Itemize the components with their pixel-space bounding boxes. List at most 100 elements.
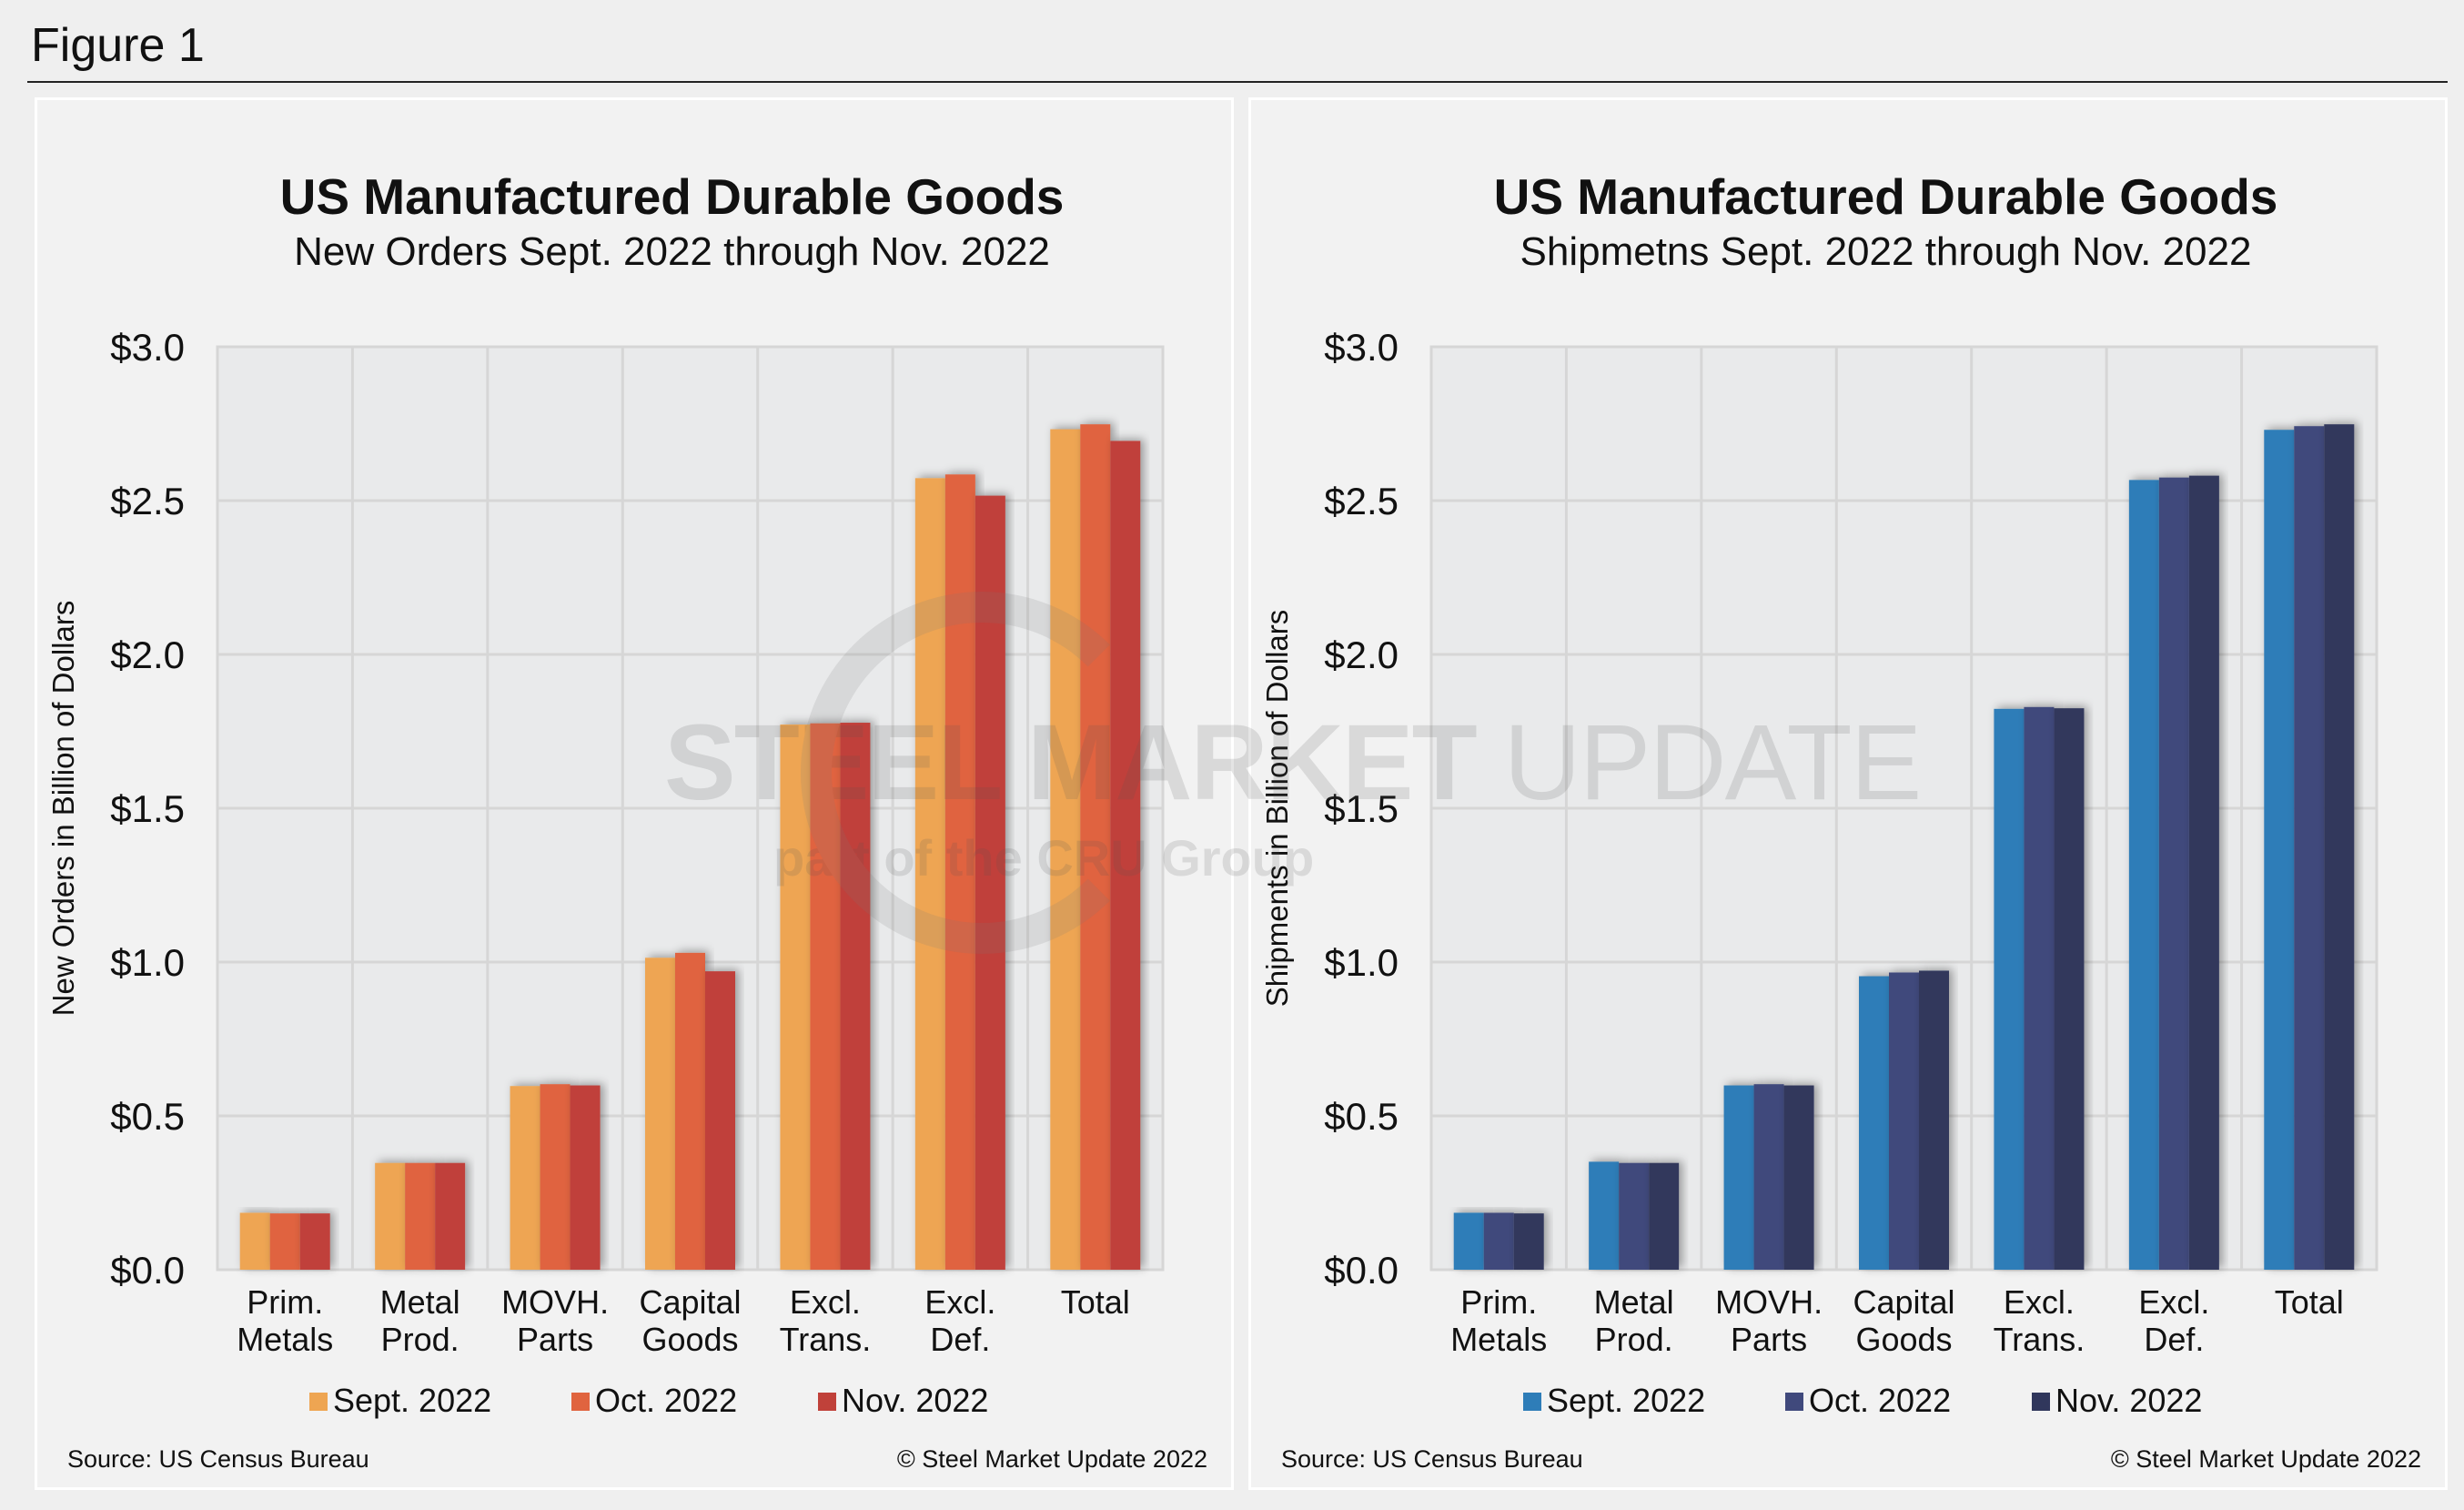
bar-oct-2022-2 (1753, 1084, 1784, 1270)
x-tick-label: Parts (517, 1321, 593, 1358)
y-tick-label: $3.0 (1324, 326, 1399, 369)
bar-sept-2022-3 (1859, 976, 1889, 1270)
y-tick-label: $0.0 (1324, 1249, 1399, 1292)
x-tick-label: Prim. (1460, 1283, 1537, 1321)
chart-title: US Manufactured Durable Goods (280, 168, 1065, 225)
bar-nov-2022-0 (1513, 1213, 1544, 1270)
bar-nov-2022-6 (1110, 441, 1141, 1271)
bar-sept-2022-6 (2264, 430, 2295, 1270)
source-note: Source: US Census Bureau (1281, 1445, 1583, 1473)
y-tick-label: $1.5 (1324, 787, 1399, 830)
chart-subtitle: Shipmetns Sept. 2022 through Nov. 2022 (1520, 229, 2252, 274)
bar-sept-2022-1 (1589, 1161, 1620, 1270)
bar-nov-2022-1 (1649, 1162, 1680, 1270)
legend-label: Nov. 2022 (842, 1382, 988, 1419)
bar-sept-2022-6 (1050, 429, 1081, 1271)
x-tick-label: Metals (1450, 1321, 1547, 1358)
bar-nov-2022-5 (974, 495, 1005, 1270)
x-tick-label: Goods (1855, 1321, 1952, 1358)
y-tick-label: $0.5 (1324, 1095, 1399, 1138)
bar-nov-2022-2 (570, 1085, 601, 1270)
legend-swatch (1785, 1393, 1803, 1411)
x-tick-label: Total (1061, 1283, 1130, 1321)
legend-label: Oct. 2022 (1809, 1382, 1951, 1419)
x-tick-label: Prim. (247, 1283, 323, 1321)
y-tick-label: $1.5 (110, 787, 185, 830)
bar-oct-2022-5 (2158, 477, 2189, 1270)
y-tick-label: $3.0 (110, 326, 185, 369)
x-tick-label: Prod. (381, 1321, 459, 1358)
bar-sept-2022-5 (2128, 480, 2159, 1270)
x-tick-label: Capital (639, 1283, 741, 1321)
y-tick-label: $0.5 (110, 1095, 185, 1138)
copyright-note: © Steel Market Update 2022 (897, 1445, 1207, 1473)
bar-oct-2022-1 (405, 1162, 436, 1270)
bar-oct-2022-0 (269, 1213, 300, 1270)
bar-oct-2022-6 (2294, 426, 2325, 1271)
y-axis-label: Shipments in Billion of Dollars (1260, 610, 1294, 1008)
x-tick-label: Metals (237, 1321, 333, 1358)
x-tick-label: Goods (641, 1321, 738, 1358)
bar-oct-2022-2 (540, 1084, 571, 1270)
bar-sept-2022-2 (1723, 1085, 1754, 1270)
figure-title: Figure 1 (31, 19, 205, 72)
x-tick-label: Trans. (1994, 1321, 2085, 1358)
y-axis-label: New Orders in Billion of Dollars (46, 601, 80, 1017)
new-orders-chart-panel: US Manufactured Durable Goods New Orders … (35, 97, 1234, 1490)
bar-nov-2022-6 (2324, 424, 2355, 1270)
bar-nov-2022-1 (435, 1162, 466, 1270)
y-tick-label: $2.0 (110, 633, 185, 676)
x-tick-label: Capital (1853, 1283, 1954, 1321)
x-tick-label: MOVH. (1715, 1283, 1823, 1321)
x-tick-label: Metal (380, 1283, 460, 1321)
bar-nov-2022-0 (299, 1213, 330, 1270)
x-tick-label: Trans. (780, 1321, 872, 1358)
bar-sept-2022-2 (510, 1086, 540, 1270)
chart-subtitle: New Orders Sept. 2022 through Nov. 2022 (294, 229, 1050, 274)
bar-sept-2022-3 (645, 958, 675, 1270)
bar-sept-2022-0 (239, 1212, 270, 1270)
legend-label: Oct. 2022 (595, 1382, 737, 1419)
x-tick-label: Parts (1731, 1321, 1807, 1358)
bar-nov-2022-3 (1919, 970, 1949, 1270)
source-note: Source: US Census Bureau (67, 1445, 369, 1473)
legend-label: Nov. 2022 (2055, 1382, 2202, 1419)
legend-swatch (309, 1393, 328, 1411)
x-tick-label: Def. (2144, 1321, 2204, 1358)
bar-nov-2022-5 (2188, 475, 2219, 1270)
chart-title: US Manufactured Durable Goods (1494, 168, 2278, 225)
bar-nov-2022-4 (2054, 708, 2085, 1270)
x-tick-label: Total (2275, 1283, 2344, 1321)
y-tick-label: $1.0 (110, 941, 185, 984)
title-divider (27, 81, 2448, 83)
bar-nov-2022-2 (1783, 1085, 1814, 1270)
shipments-chart-panel: US Manufactured Durable Goods Shipmetns S… (1248, 97, 2448, 1490)
y-tick-label: $2.0 (1324, 633, 1399, 676)
y-tick-label: $2.5 (110, 480, 185, 522)
x-tick-label: Def. (930, 1321, 990, 1358)
bar-sept-2022-0 (1453, 1212, 1484, 1270)
legend-swatch (1523, 1393, 1541, 1411)
x-tick-label: Prod. (1595, 1321, 1673, 1358)
y-tick-label: $1.0 (1324, 941, 1399, 984)
bar-oct-2022-6 (1080, 424, 1111, 1270)
x-tick-label: Excl. (2004, 1283, 2075, 1321)
copyright-note: © Steel Market Update 2022 (2111, 1445, 2421, 1473)
bar-oct-2022-5 (944, 474, 975, 1270)
bar-sept-2022-5 (914, 478, 945, 1270)
bar-oct-2022-3 (675, 952, 705, 1270)
bar-nov-2022-3 (705, 971, 735, 1270)
bar-oct-2022-4 (2024, 706, 2055, 1270)
legend-label: Sept. 2022 (333, 1382, 491, 1419)
x-tick-label: Excl. (790, 1283, 861, 1321)
legend-swatch (571, 1393, 590, 1411)
bar-sept-2022-4 (780, 725, 811, 1270)
bar-nov-2022-4 (840, 723, 871, 1270)
legend-label: Sept. 2022 (1547, 1382, 1705, 1419)
bar-sept-2022-4 (1994, 708, 2025, 1270)
legend-swatch (2032, 1393, 2050, 1411)
bar-sept-2022-1 (375, 1162, 406, 1270)
bar-oct-2022-3 (1889, 972, 1919, 1270)
